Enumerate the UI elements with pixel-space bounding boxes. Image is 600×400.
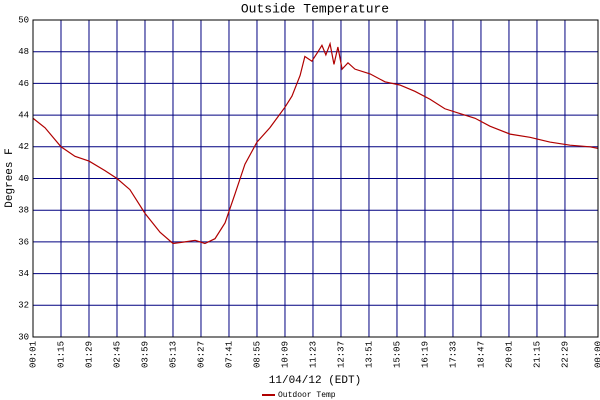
y-tick-label: 34 [18,269,29,279]
y-tick-label: 30 [18,332,29,342]
y-tick-label: 50 [18,15,29,25]
data-line [32,41,599,245]
y-axis-label: Degrees F [4,148,16,207]
y-tick-label: 44 [18,110,29,120]
x-tick-label: 18:47 [476,341,486,368]
x-tick-label: 06:27 [196,341,206,368]
legend-label: Outdoor Temp [278,391,336,400]
x-tick-label: 08:55 [252,341,262,368]
y-tick-label: 36 [18,237,29,247]
x-tick-label: 01:15 [56,341,66,368]
x-tick-label: 15:05 [392,341,402,368]
x-tick-label: 13:51 [364,341,374,368]
y-tick-label: 42 [18,142,29,152]
y-tick-label: 46 [18,79,29,89]
x-tick-label: 07:41 [224,341,234,368]
x-tick-label: 05:13 [168,341,178,368]
x-tick-label: 16:19 [420,341,430,368]
x-axis-label: 11/04/12 (EDT) [269,375,361,387]
x-tick-label: 17:33 [448,341,458,368]
x-tick-label: 10:09 [280,341,290,368]
x-tick-label: 20:01 [504,341,514,368]
y-tick-label: 38 [18,206,29,216]
plot-border [32,19,599,338]
x-tick-label: 22:29 [560,341,570,368]
x-tick-label: 21:15 [532,341,542,368]
x-tick-label: 00:00 [593,341,600,368]
x-tick-label: 12:37 [336,341,346,368]
chart-title: Outside Temperature [241,1,389,16]
x-tick-label: 03:59 [140,341,150,368]
y-tick-label: 40 [18,174,29,184]
x-tick-label: 02:45 [112,341,122,368]
x-tick-label: 11:23 [308,341,318,368]
y-tick-label: 32 [18,301,29,311]
y-tick-label: 48 [18,47,29,57]
x-tick-label: 00:01 [28,341,38,368]
x-tick-label: 01:29 [84,341,94,368]
